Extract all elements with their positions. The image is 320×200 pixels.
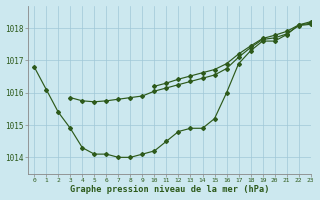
X-axis label: Graphe pression niveau de la mer (hPa): Graphe pression niveau de la mer (hPa) — [70, 185, 269, 194]
